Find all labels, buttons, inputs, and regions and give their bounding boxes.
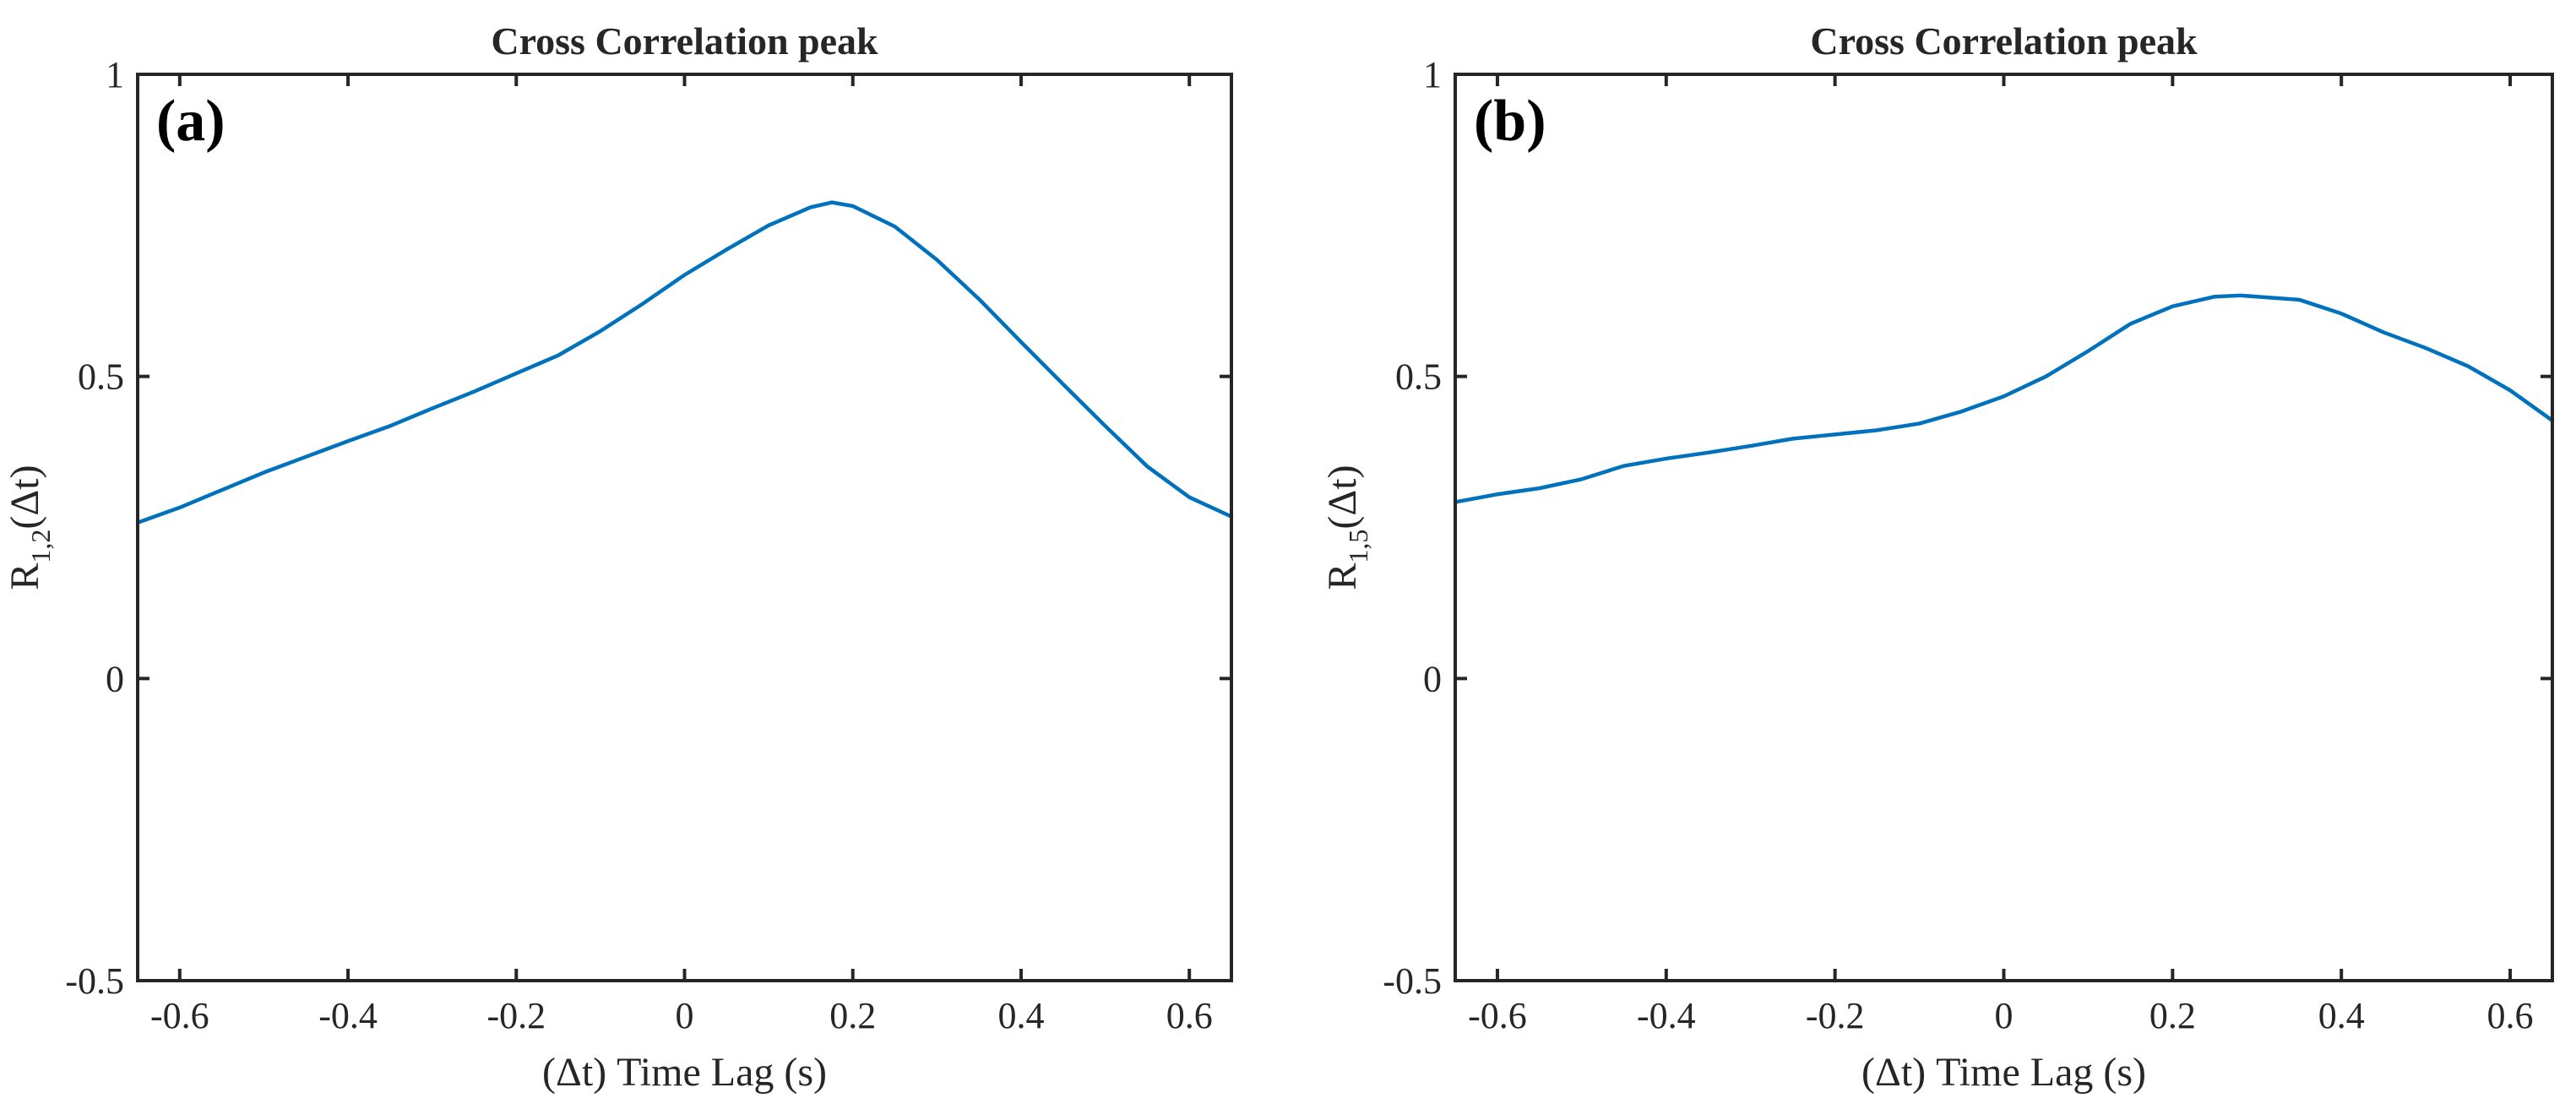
- panel-b-xtick-label: 0.4: [2318, 995, 2365, 1036]
- panel-b-xtick-label: -0.2: [1806, 995, 1865, 1036]
- panel-a-ytick-label: 0: [106, 658, 124, 699]
- panel-a-xtick-label: -0.2: [486, 995, 546, 1036]
- panel-a: -0.6 -0.4 -0.2 0 0.2 0.4 0.6 -0.5 0 0.5 1 Cross Cor…: [3, 19, 1234, 1095]
- panel-b-xtick-label: 0.2: [2149, 995, 2196, 1036]
- panel-a-xtick-label: -0.4: [318, 995, 378, 1036]
- panel-b-xtick-label: 0.6: [2487, 995, 2534, 1036]
- panel-b-ylabel-suffix: (Δt): [1320, 465, 1365, 529]
- panel-a-xlabel: (Δt) Time Lag (s): [542, 1050, 827, 1095]
- panel-b-xtick-label: -0.4: [1637, 995, 1696, 1036]
- panel-b-ytick-label: 0: [1423, 658, 1442, 699]
- panel-a-xtick-label: 0.6: [1166, 995, 1213, 1036]
- panel-a-title: Cross Correlation peak: [491, 19, 878, 63]
- panel-b-ytick-label: -0.5: [1383, 960, 1442, 1002]
- panel-a-ylabel-suffix: (Δt): [3, 465, 47, 529]
- panel-a-xtick-label: 0.4: [997, 995, 1044, 1036]
- panel-b-ytick-label: 1: [1423, 54, 1442, 95]
- panel-a-ytick-label: 0.5: [78, 356, 124, 398]
- panel-b-title: Cross Correlation peak: [1810, 19, 2198, 63]
- panel-b-ylabel-subscript: 1,5: [1343, 530, 1373, 563]
- panel-a-xtick-label: -0.6: [150, 995, 209, 1036]
- panel-b-series-line-0: [1453, 293, 2555, 504]
- panel-b-ylabel: R1,5(Δt): [1320, 465, 1373, 590]
- panel-a-ylabel-main: R: [3, 563, 47, 590]
- panel-a-xtick-label: 0: [676, 995, 694, 1036]
- panel-a-xtick-label: 0.2: [829, 995, 876, 1036]
- panel-b-xtick-label: 0: [1995, 995, 2014, 1036]
- panel-b-xtick-label: -0.6: [1468, 995, 1527, 1036]
- panel-b-label: (b): [1474, 89, 1546, 154]
- panel-a-ylabel: R1,2(Δt): [3, 465, 56, 590]
- panel-a-ytick-label: 1: [106, 54, 124, 95]
- panel-a-ylabel-subscript: 1,2: [25, 530, 56, 563]
- panel-b-ytick-label: 0.5: [1395, 356, 1442, 398]
- panel-b-xlabel: (Δt) Time Lag (s): [1861, 1050, 2146, 1095]
- panel-a-label: (a): [156, 89, 226, 154]
- panel-b: -0.6 -0.4 -0.2 0 0.2 0.4 0.6 -0.5 0 0.5 1 Cross Cor…: [1320, 19, 2555, 1095]
- panel-a-ytick-label: -0.5: [65, 960, 124, 1002]
- panel-b-ylabel-main: R: [1320, 563, 1365, 590]
- panel-a-series-line-0: [135, 200, 1234, 525]
